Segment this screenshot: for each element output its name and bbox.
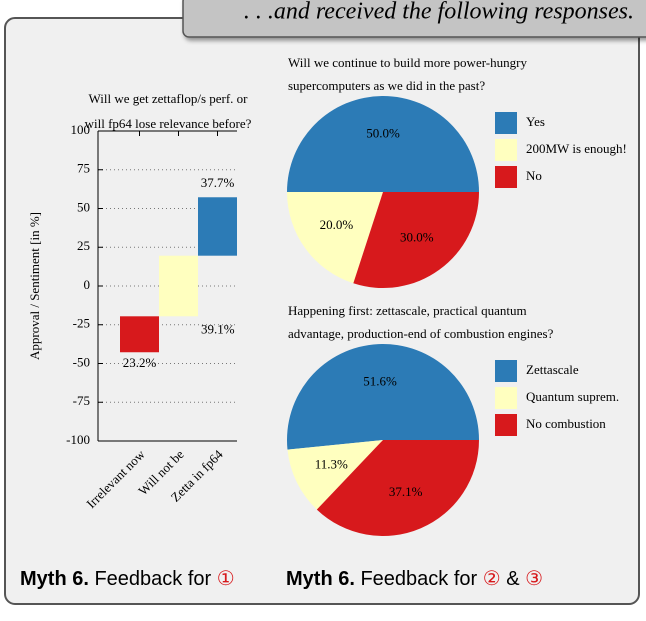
caption-ref: ① — [217, 568, 235, 590]
value-label: 30.0% — [400, 230, 434, 245]
value-label: 11.3% — [315, 456, 348, 471]
legend-label: Zettascale — [526, 362, 579, 377]
legend-label: Quantum suprem. — [526, 389, 619, 404]
y-tick-label: 0 — [84, 277, 91, 292]
captions: Myth 6. Feedback for ① Myth 6. Feedback f… — [20, 568, 543, 590]
chart-title: Will we get zettaflop/s perf. or — [88, 91, 248, 106]
pie-slice — [316, 440, 479, 537]
legend-swatch — [495, 414, 517, 436]
y-tick-label: -75 — [73, 393, 90, 408]
value-label: 39.1% — [201, 321, 235, 336]
y-tick-label: 50 — [77, 199, 90, 214]
value-label: 20.0% — [320, 217, 354, 232]
pie-slice — [287, 440, 383, 510]
chart-title: Will we continue to build more power-hun… — [288, 55, 527, 70]
y-tick-label: 100 — [71, 122, 91, 137]
caption-ref: ② — [483, 568, 501, 590]
chart-title: advantage, production-end of combustion … — [288, 326, 554, 341]
pie-slice — [287, 343, 479, 450]
bar — [198, 197, 237, 256]
pie-slice — [287, 96, 479, 192]
value-label: 37.7% — [201, 175, 235, 190]
caption: Myth 6. Feedback for ② & ③ — [286, 568, 543, 590]
value-label: 50.0% — [366, 125, 400, 140]
value-label: 37.1% — [389, 484, 423, 499]
legend-swatch — [495, 387, 517, 409]
caption-text: Feedback for — [360, 568, 477, 590]
legend-swatch — [495, 360, 517, 382]
bar — [159, 255, 198, 317]
caption: Myth 6. Feedback for ① — [20, 568, 235, 590]
caption-joiner: & — [506, 568, 520, 590]
bar — [120, 316, 159, 353]
legend-label: No — [526, 168, 542, 183]
legend-swatch — [495, 139, 517, 161]
caption-ref: ③ — [525, 568, 543, 590]
caption-text: Feedback for — [94, 568, 211, 590]
y-tick-label: 75 — [77, 161, 90, 176]
y-tick-label: -25 — [73, 316, 90, 331]
legend-label: Yes — [526, 114, 545, 129]
y-axis-label: Approval / Sentiment [in %] — [27, 212, 42, 360]
value-label: 23.2% — [123, 355, 157, 370]
y-tick-label: -50 — [73, 354, 90, 369]
legend-label: 200MW is enough! — [526, 141, 627, 156]
legend-swatch — [495, 112, 517, 134]
value-label: 51.6% — [363, 373, 397, 388]
caption-label: Myth 6. — [20, 568, 89, 590]
caption-label: Myth 6. — [286, 568, 355, 590]
y-tick-label: -100 — [66, 432, 90, 447]
pie-slice — [353, 192, 479, 288]
banner-text: . . .and received the following response… — [244, 0, 634, 25]
chart-title: supercomputers as we did in the past? — [288, 78, 485, 93]
pie-slice — [287, 192, 383, 284]
legend-label: No combustion — [526, 416, 606, 431]
y-tick-label: 25 — [77, 238, 90, 253]
chart-title: Happening first: zettascale, practical q… — [288, 303, 527, 318]
legend-swatch — [495, 166, 517, 188]
chart-title: will fp64 lose relevance before? — [85, 116, 252, 131]
banner — [182, 0, 646, 38]
